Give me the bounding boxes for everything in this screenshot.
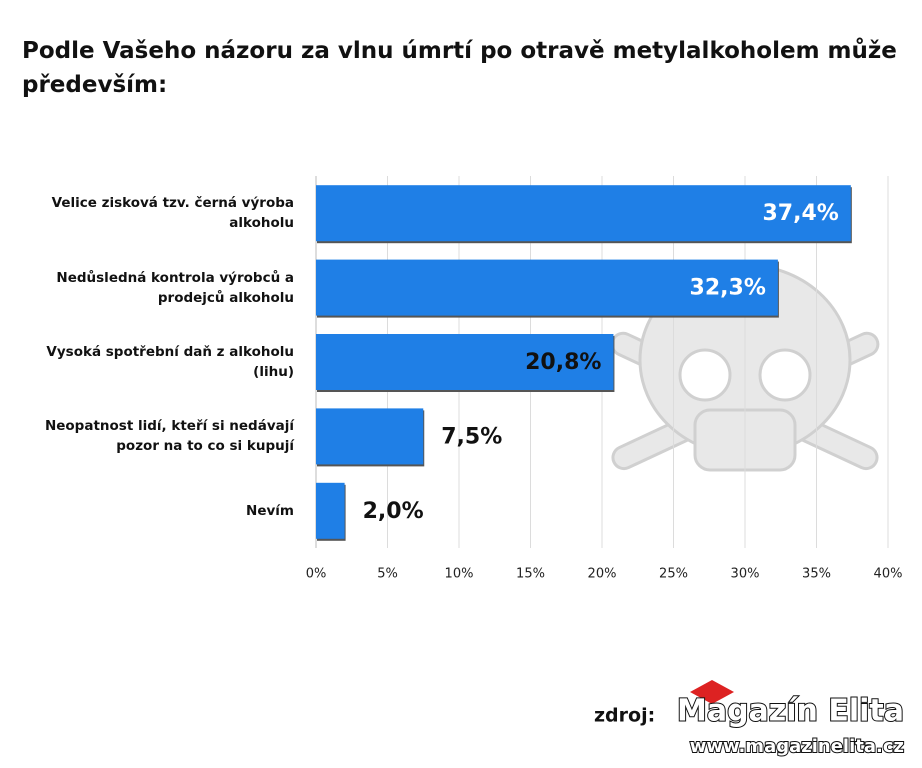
y-tick-label: Vysoká spotřební daň z alkoholu (lihu) bbox=[46, 344, 294, 380]
y-tick-label: Neopatnost lidí, kteří si nedávají pozor… bbox=[44, 418, 294, 455]
bar bbox=[316, 482, 345, 539]
x-tick-label: 30% bbox=[731, 567, 760, 582]
chart-title: Podle Vašeho názoru za vlnu úmrtí po otr… bbox=[22, 38, 897, 98]
x-tick-label: 5% bbox=[377, 567, 398, 582]
x-tick-label: 10% bbox=[445, 567, 474, 582]
x-tick-label: 35% bbox=[802, 567, 831, 582]
y-tick-label: Nevím bbox=[246, 502, 294, 519]
bar bbox=[316, 334, 614, 390]
bar bbox=[316, 408, 424, 465]
url: www.magazinelita.cz bbox=[690, 736, 904, 757]
value-label: 32,3% bbox=[690, 276, 766, 301]
value-label: 37,4% bbox=[762, 201, 838, 226]
value-label: 2,0% bbox=[363, 499, 424, 524]
x-tick-label: 15% bbox=[516, 567, 545, 582]
logo: Magazín Elita bbox=[677, 694, 904, 729]
value-label: 20,8% bbox=[525, 350, 601, 375]
logo-mark bbox=[690, 680, 734, 704]
value-label: 7,5% bbox=[441, 424, 502, 449]
y-tick-label: Velice zisková tzv. černá výroba alkohol… bbox=[51, 195, 294, 232]
x-tick-label: 20% bbox=[588, 567, 617, 582]
x-tick-label: 40% bbox=[874, 567, 903, 582]
x-tick-label: 25% bbox=[659, 567, 688, 582]
bar bbox=[316, 185, 851, 242]
source-label: zdroj: bbox=[594, 705, 655, 727]
x-tick-label: 0% bbox=[306, 567, 327, 582]
bar bbox=[316, 259, 778, 316]
y-tick-label: Nedůsledná kontrola výrobců a prodejců a… bbox=[56, 269, 294, 306]
